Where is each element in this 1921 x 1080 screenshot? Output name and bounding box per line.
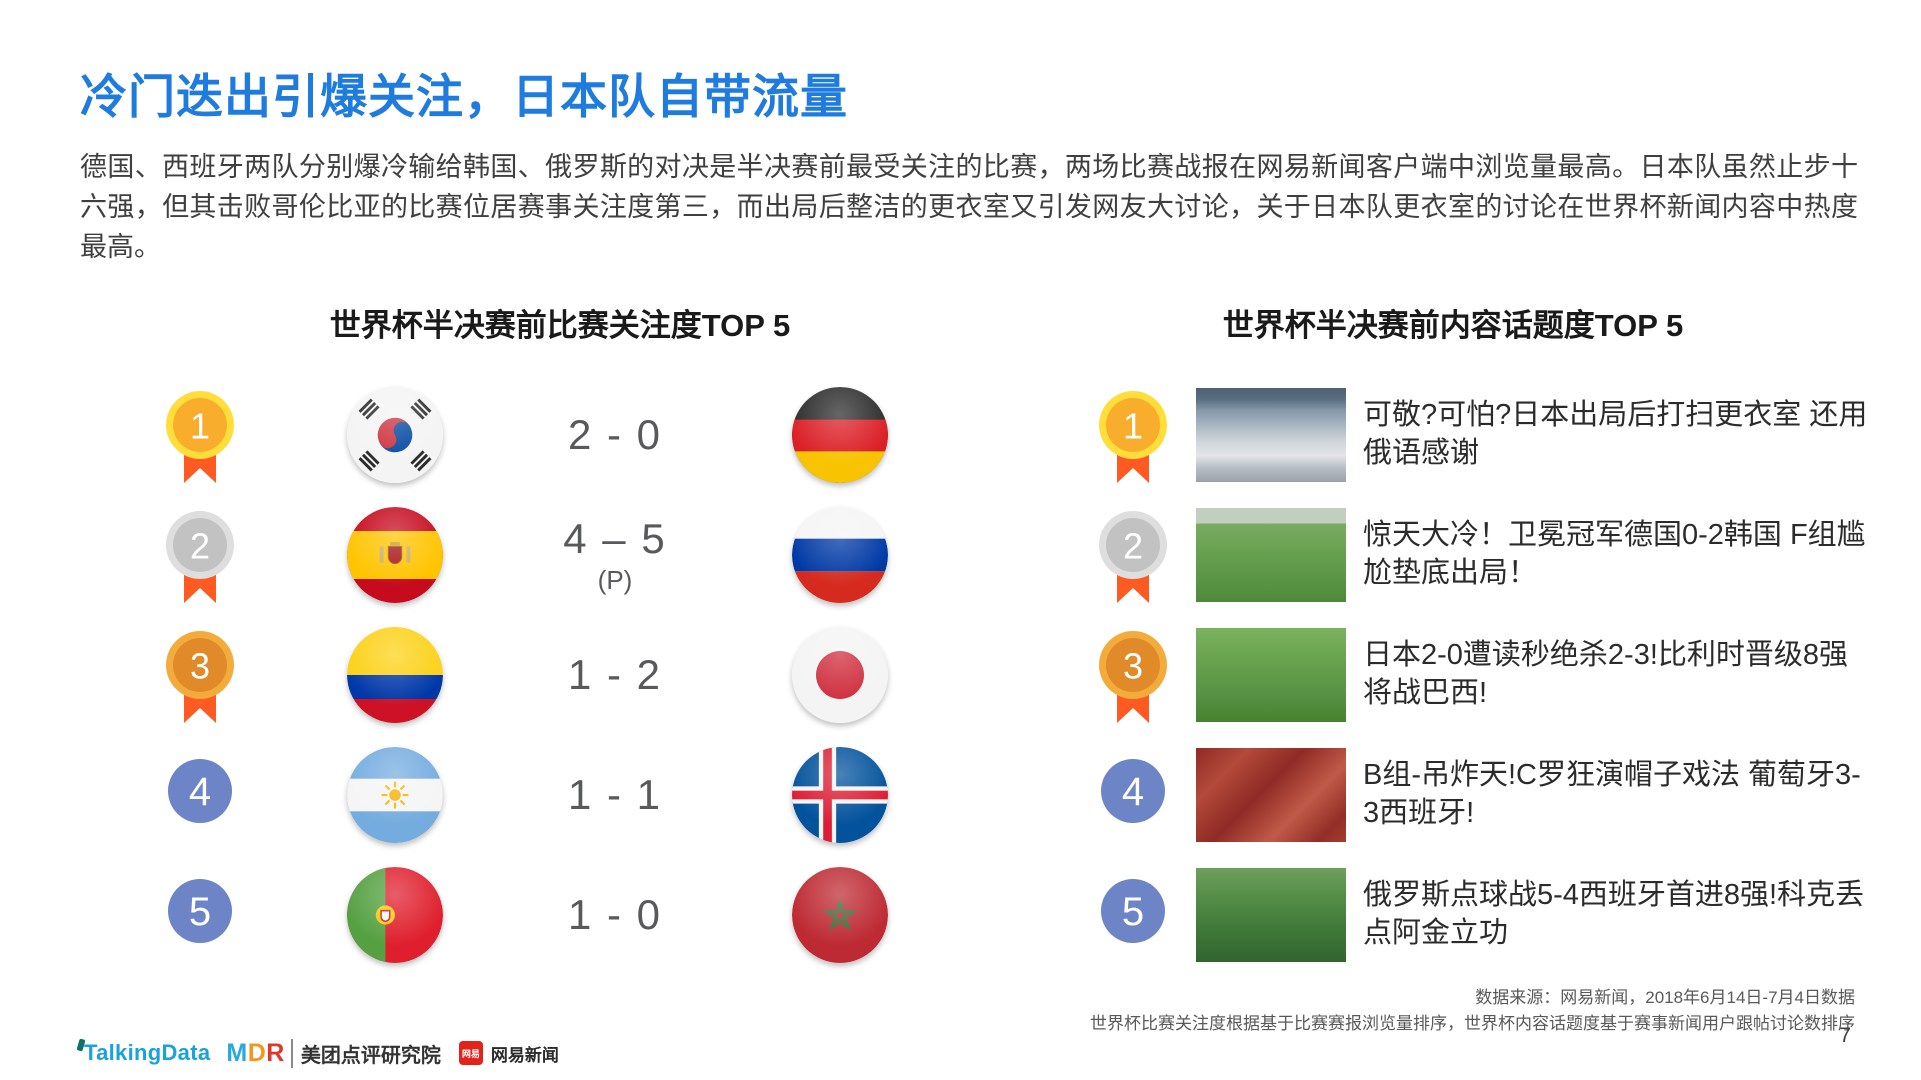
team-celebration-photo <box>1196 868 1346 962</box>
news-headline: B组-吊炸天!C罗狂演帽子戏法 葡萄牙3-3西班牙! <box>1363 759 1861 829</box>
svg-text:1: 1 <box>1123 406 1143 447</box>
mdr-letter: M <box>226 1038 248 1067</box>
match-row: 2 4 – 5 (P) <box>0 495 1921 615</box>
red-crowd-photo <box>1196 748 1346 842</box>
goal-scramble-photo <box>1196 508 1346 602</box>
source-line-2: 世界杯比赛关注度根据基于比赛赛报浏览量排序，世界杯内容话题度基于赛事新闻用户跟帖… <box>1090 1013 1855 1033</box>
netease-badge-icon: 网易 <box>458 1041 483 1065</box>
footer-logos: TalkingData MDR 美团点评研究院 网易 网易新闻 <box>76 1038 559 1068</box>
page-title: 冷门迭出引爆关注，日本队自带流量 <box>80 70 848 123</box>
rank-3-medal-icon: 3 <box>1093 619 1173 731</box>
match-score: 1 - 0 <box>505 855 725 975</box>
netease-news-logo: 网易新闻 <box>490 1045 559 1065</box>
argentina-flag-icon <box>347 747 443 843</box>
japan-flag-icon <box>792 627 888 723</box>
portugal-flag-icon <box>347 867 443 963</box>
score-value: 1 - 2 <box>567 651 663 698</box>
germany-flag-icon <box>792 387 888 483</box>
news-headline: 日本2-0遭读秒绝杀2-3!比利时晋级8强将战巴西! <box>1363 639 1849 709</box>
score-value: 1 - 0 <box>567 891 663 938</box>
mdr-logo: MDR <box>226 1039 284 1068</box>
match-score: 1 - 2 <box>505 615 725 735</box>
meituan-dianping-institute-logo: 美团点评研究院 <box>290 1038 441 1068</box>
rank-1-medal-icon: 1 <box>1093 379 1173 491</box>
match-score: 4 – 5 (P) <box>505 495 725 615</box>
match-score: 1 - 1 <box>505 735 725 855</box>
news-headline: 惊天大冷！卫冕冠军德国0-2韩国 F组尴尬垫底出局！ <box>1363 519 1866 589</box>
page-number: 7 <box>1839 1024 1851 1047</box>
rank-2-medal-icon: 2 <box>160 499 240 611</box>
match-row: 3 1 - 2 <box>0 615 1921 735</box>
morocco-flag-icon <box>792 867 888 963</box>
mdr-letter: R <box>266 1038 285 1067</box>
right-section-header: 世界杯半决赛前内容话题度TOP 5 <box>1222 308 1684 343</box>
spain-flag-icon <box>347 507 443 603</box>
news-row: 3 日本2-0遭读秒绝杀2-3!比利时晋级8强将战巴西! <box>0 615 1921 735</box>
talkingdata-logo: TalkingData <box>84 1040 211 1065</box>
score-value: 1 - 1 <box>567 771 663 818</box>
source-line-1: 数据来源：网易新闻，2018年6月14日-7月4日数据 <box>1475 988 1855 1007</box>
pitch-despair-photo <box>1196 628 1346 722</box>
news-row: 4 B组-吊炸天!C罗狂演帽子戏法 葡萄牙3-3西班牙! <box>0 735 1921 855</box>
rank-4-medal-icon: 4 <box>1093 739 1173 851</box>
colombia-flag-icon <box>347 627 443 723</box>
rank-5-medal-icon: 5 <box>160 859 240 971</box>
left-section-header: 世界杯半决赛前比赛关注度TOP 5 <box>329 308 791 343</box>
svg-text:4: 4 <box>1122 770 1144 814</box>
score-value: 4 – 5 <box>563 514 667 562</box>
svg-text:4: 4 <box>189 770 211 814</box>
match-row: 5 1 - 0 <box>0 855 1921 975</box>
news-headline: 可敬?可怕?日本出局后打扫更衣室 还用俄语感谢 <box>1363 399 1868 469</box>
svg-text:1: 1 <box>190 406 210 447</box>
mdr-letter: D <box>247 1038 267 1067</box>
svg-text:5: 5 <box>189 890 211 934</box>
svg-text:3: 3 <box>1123 646 1143 687</box>
intro-paragraph: 德国、西班牙两队分别爆冷输给韩国、俄罗斯的对决是半决赛前最受关注的比赛，两场比赛… <box>80 152 1858 262</box>
svg-text:2: 2 <box>190 526 210 567</box>
rank-5-medal-icon: 5 <box>1093 859 1173 971</box>
rank-4-medal-icon: 4 <box>160 739 240 851</box>
news-row: 1 可敬?可怕?日本出局后打扫更衣室 还用俄语感谢 <box>0 375 1921 495</box>
news-row: 5 俄罗斯点球战5-4西班牙首进8强!科克丢点阿金立功 <box>0 855 1921 975</box>
match-row: 4 1 - 1 <box>0 735 1921 855</box>
south-korea-flag-icon <box>347 387 443 483</box>
iceland-flag-icon <box>792 747 888 843</box>
data-source-note: 数据来源：网易新闻，2018年6月14日-7月4日数据 世界杯比赛关注度根据基于… <box>1090 985 1855 1036</box>
svg-text:2: 2 <box>1123 526 1143 567</box>
rank-3-medal-icon: 3 <box>160 619 240 731</box>
match-row: 1 2 - 0 <box>0 375 1921 495</box>
news-headline: 俄罗斯点球战5-4西班牙首进8强!科克丢点阿金立功 <box>1363 879 1865 949</box>
netease-badge-text: 网易 <box>461 1048 480 1059</box>
match-score: 2 - 0 <box>505 375 725 495</box>
rank-1-medal-icon: 1 <box>160 379 240 491</box>
svg-text:3: 3 <box>190 646 210 687</box>
rank-2-medal-icon: 2 <box>1093 499 1173 611</box>
penalty-shootout-note: (P) <box>597 564 633 595</box>
locker-room-photo <box>1196 388 1346 482</box>
score-value: 2 - 0 <box>567 411 663 458</box>
svg-text:5: 5 <box>1122 890 1144 934</box>
news-row: 2 惊天大冷！卫冕冠军德国0-2韩国 F组尴尬垫底出局！ <box>0 495 1921 615</box>
